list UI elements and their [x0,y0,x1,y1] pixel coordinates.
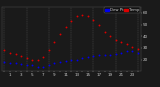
Point [53,41,56,43]
Point [103,31,106,32]
Point [9,62,11,64]
Point [70,20,72,22]
Point [64,60,67,62]
Point [87,57,89,58]
Point [81,58,84,59]
Point [20,64,22,65]
Point [120,52,123,53]
Point [109,35,112,37]
Point [81,14,84,16]
Point [9,52,11,53]
Point [59,33,61,35]
Point [76,59,78,60]
Point [137,48,139,50]
Point [42,66,45,67]
Point [92,19,95,21]
Point [120,41,123,43]
Point [53,62,56,64]
Point [3,50,6,51]
Point [48,65,50,66]
Point [25,65,28,66]
Point [109,54,112,56]
Point [126,51,128,52]
Legend: Dew Pt, Temp: Dew Pt, Temp [104,7,140,13]
Point [114,53,117,54]
Point [64,26,67,28]
Point [98,24,100,25]
Point [103,54,106,56]
Point [114,39,117,40]
Point [14,53,17,54]
Point [14,62,17,64]
Point [48,50,50,51]
Point [76,16,78,17]
Point [31,65,33,66]
Point [36,66,39,67]
Point [98,54,100,56]
Point [36,59,39,60]
Point [3,61,6,63]
Point [92,55,95,57]
Point [131,51,134,52]
Point [87,16,89,17]
Point [20,55,22,57]
Point [137,52,139,53]
Point [25,58,28,59]
Point [131,46,134,47]
Point [126,44,128,45]
Point [42,57,45,58]
Point [70,59,72,60]
Point [31,59,33,60]
Point [59,61,61,63]
